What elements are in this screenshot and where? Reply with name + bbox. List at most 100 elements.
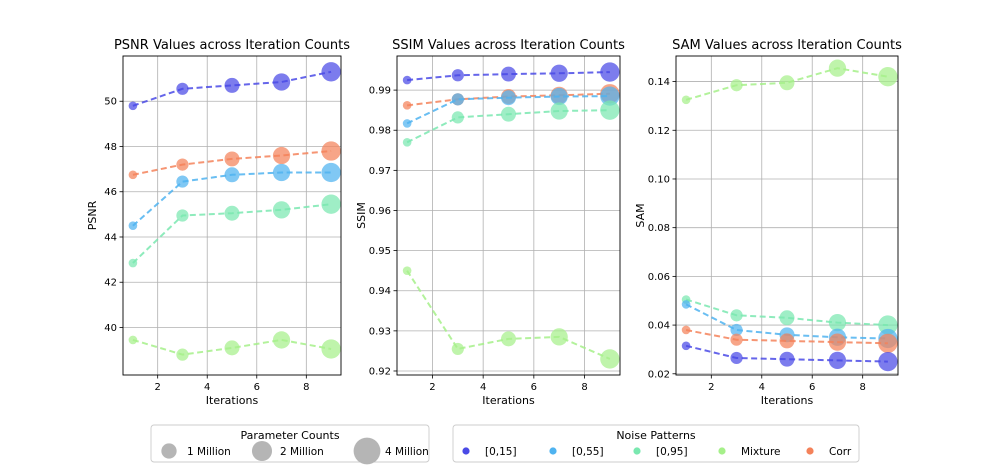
data-point	[321, 194, 341, 214]
series-line	[132, 338, 332, 356]
y-tick-label: 0.93	[369, 326, 391, 337]
y-tick-label: 0.99	[369, 86, 391, 97]
data-point	[779, 333, 795, 349]
series-0-95	[128, 194, 341, 268]
x-tick-label: 6	[254, 382, 260, 393]
data-point	[176, 348, 189, 361]
data-point	[828, 59, 847, 77]
data-point	[402, 75, 412, 85]
data-point	[272, 73, 291, 91]
y-axis-label: PSNR	[86, 200, 99, 230]
legend-size-label: 2 Million	[280, 446, 324, 458]
data-point	[878, 67, 898, 87]
chart-title: PSNR Values across Iteration Counts	[114, 38, 350, 53]
legend-label-mixture: Mixture	[741, 446, 781, 458]
series-0-15	[402, 62, 620, 85]
series-mixture	[128, 331, 341, 361]
x-tick-label: 2	[708, 382, 714, 393]
data-point	[321, 339, 341, 359]
data-point	[176, 175, 189, 188]
data-point	[600, 100, 620, 120]
data-point	[176, 209, 189, 222]
series-mixture	[681, 59, 898, 105]
chart-title: SAM Values across Iteration Counts	[672, 38, 902, 53]
data-point	[272, 146, 291, 165]
y-tick-label: 0.98	[369, 126, 391, 137]
data-point	[730, 309, 743, 322]
data-point	[681, 300, 691, 309]
data-point	[681, 325, 691, 335]
data-point	[878, 351, 898, 372]
y-tick-label: 0.95	[369, 246, 391, 257]
data-point	[779, 75, 795, 91]
data-point	[878, 315, 898, 335]
data-point	[128, 221, 138, 230]
x-ticks: 2 4 6 8	[154, 375, 310, 393]
data-point	[272, 331, 291, 349]
data-point	[550, 328, 568, 346]
series-0-15	[128, 62, 341, 111]
data-point	[828, 314, 847, 332]
data-point	[321, 162, 341, 183]
y-tick-label: 0.06	[648, 272, 670, 283]
legend-size-marker	[161, 443, 177, 459]
legend-marker-0-95	[633, 447, 641, 455]
x-axis-label: Iterations	[482, 394, 535, 407]
data-point	[550, 102, 568, 120]
data-point	[730, 79, 743, 92]
data-point	[681, 341, 691, 351]
data-point	[272, 163, 291, 182]
data-point	[321, 141, 341, 161]
series-0-95	[681, 295, 898, 335]
y-axis-label: SAM	[634, 203, 647, 227]
legend-marker-mixture	[718, 447, 726, 455]
y-tick-label: 0.97	[369, 166, 391, 177]
data-point	[224, 77, 240, 93]
data-point	[402, 266, 412, 275]
data-point	[128, 101, 138, 111]
y-ticks: 0.02 0.04 0.06 0.08 0.10 0.12 0.14	[648, 77, 676, 380]
x-tick-label: 8	[581, 382, 587, 393]
data-point	[128, 258, 138, 268]
data-point	[828, 351, 847, 370]
data-point	[451, 93, 464, 106]
data-point	[501, 90, 516, 106]
data-point	[730, 333, 743, 346]
data-point	[224, 205, 240, 221]
x-tick-label: 4	[759, 382, 765, 393]
series-line	[685, 67, 889, 101]
y-tick-label: 0.10	[648, 174, 670, 185]
marks	[402, 62, 620, 369]
x-tick-label: 4	[480, 382, 486, 393]
legend-parameter-counts: Parameter Counts 1 Million 2 Million 4 Mill…	[150, 424, 430, 465]
series-line	[407, 71, 610, 82]
x-ticks: 2 4 6 8	[429, 375, 588, 393]
x-tick-label: 6	[531, 382, 537, 393]
legend-size-marker	[251, 440, 273, 462]
legend-title: Parameter Counts	[240, 429, 339, 442]
y-ticks: 40 42 44 46 48 50	[104, 97, 123, 334]
data-point	[402, 119, 412, 128]
data-point	[681, 95, 691, 105]
data-point	[176, 82, 189, 95]
legend-noise-patterns: Noise Patterns [0,15] [0,55] [0,95] Mixture C…	[452, 424, 860, 463]
y-tick-label: 0.96	[369, 206, 391, 217]
y-tick-label: 44	[104, 232, 117, 243]
data-point	[128, 170, 138, 180]
legend-size-marker	[353, 437, 381, 465]
chart-title: SSIM Values across Iteration Counts	[392, 38, 625, 53]
y-tick-label: 46	[104, 187, 117, 198]
data-point	[321, 62, 341, 82]
data-point	[224, 151, 240, 167]
grid	[676, 56, 898, 375]
series-corr	[128, 141, 341, 180]
data-point	[272, 201, 291, 219]
y-tick-label: 50	[104, 97, 117, 108]
data-point	[550, 64, 568, 82]
y-tick-label: 0.04	[648, 321, 670, 332]
y-tick-label: 0.14	[648, 77, 670, 88]
y-tick-label: 0.02	[648, 369, 670, 380]
x-tick-label: 4	[204, 382, 210, 393]
y-tick-label: 48	[104, 142, 117, 153]
